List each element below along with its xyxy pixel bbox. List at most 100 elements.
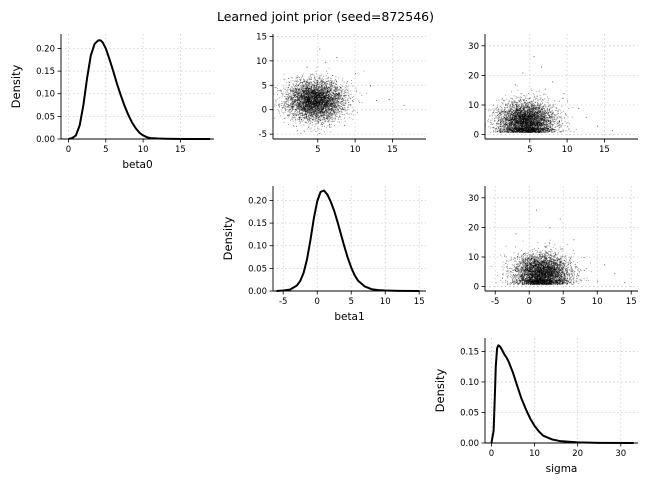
scatter-point bbox=[298, 77, 300, 79]
scatter-point bbox=[335, 88, 337, 90]
scatter-point bbox=[314, 98, 316, 100]
scatter-point bbox=[312, 102, 314, 104]
scatter-point bbox=[304, 85, 305, 86]
scatter-point bbox=[296, 100, 298, 102]
scatter-point bbox=[319, 104, 321, 106]
scatter-point bbox=[314, 97, 316, 99]
scatter-point bbox=[310, 89, 312, 91]
scatter-point bbox=[341, 101, 343, 102]
scatter-point bbox=[321, 84, 322, 86]
scatter-point bbox=[298, 102, 300, 104]
scatter-point bbox=[299, 113, 301, 115]
scatter-point bbox=[319, 91, 321, 93]
scatter-point bbox=[315, 94, 317, 96]
scatter-point bbox=[306, 82, 308, 83]
scatter-point bbox=[339, 102, 341, 104]
scatter-point bbox=[317, 112, 319, 114]
scatter-point bbox=[315, 107, 317, 109]
scatter-point bbox=[311, 91, 313, 93]
scatter-point bbox=[327, 116, 329, 118]
scatter-point bbox=[284, 106, 286, 108]
scatter-point bbox=[315, 79, 317, 81]
scatter-point bbox=[301, 97, 303, 98]
scatter-point bbox=[322, 92, 324, 94]
scatter-point bbox=[307, 97, 309, 99]
scatter-point bbox=[316, 106, 318, 107]
scatter-point bbox=[340, 94, 342, 96]
scatter-point bbox=[302, 82, 303, 84]
scatter-point bbox=[306, 80, 308, 82]
scatter-point bbox=[297, 84, 299, 86]
scatter-point bbox=[325, 105, 326, 107]
scatter-point bbox=[306, 66, 308, 68]
scatter-point bbox=[302, 112, 303, 114]
scatter-point bbox=[305, 88, 307, 90]
scatter-point bbox=[304, 106, 306, 108]
scatter-point bbox=[315, 106, 316, 108]
scatter-point bbox=[314, 95, 316, 96]
scatter-point bbox=[332, 103, 334, 105]
scatter-point bbox=[300, 79, 302, 81]
scatter-point bbox=[306, 107, 308, 109]
scatter-point bbox=[312, 90, 314, 92]
scatter-point bbox=[320, 84, 322, 86]
scatter-point bbox=[294, 95, 296, 97]
scatter-point bbox=[304, 100, 306, 101]
scatter-point bbox=[314, 102, 316, 104]
scatter-point bbox=[305, 89, 307, 91]
scatter-point bbox=[293, 91, 295, 93]
scatter-point bbox=[306, 95, 307, 97]
scatter-point bbox=[328, 95, 330, 97]
scatter-point bbox=[307, 86, 309, 88]
scatter-point bbox=[306, 108, 307, 110]
scatter-point bbox=[328, 104, 330, 106]
scatter-point bbox=[291, 103, 293, 105]
scatter-point bbox=[337, 96, 339, 98]
scatter-point bbox=[335, 76, 337, 78]
scatter-point bbox=[310, 92, 312, 94]
scatter-point bbox=[315, 103, 316, 105]
scatter-point bbox=[324, 87, 326, 89]
scatter-point bbox=[306, 93, 308, 95]
scatter-point bbox=[338, 92, 340, 93]
scatter-point bbox=[317, 115, 319, 116]
scatter-point bbox=[330, 112, 332, 114]
scatter-point bbox=[318, 133, 320, 134]
scatter-point bbox=[329, 116, 331, 118]
scatter-point bbox=[337, 96, 338, 98]
scatter-point bbox=[309, 115, 311, 117]
scatter-point bbox=[287, 115, 289, 117]
scatter-point bbox=[300, 106, 302, 108]
scatter-point bbox=[322, 121, 324, 123]
scatter-point bbox=[337, 103, 339, 105]
scatter-point bbox=[321, 102, 322, 104]
scatter-point bbox=[316, 92, 318, 94]
scatter-point bbox=[315, 105, 317, 107]
scatter-point bbox=[321, 80, 323, 82]
scatter-point bbox=[320, 89, 322, 90]
scatter-point bbox=[333, 110, 335, 112]
scatter-point bbox=[318, 100, 320, 101]
scatter-point bbox=[305, 111, 307, 113]
scatter-point bbox=[318, 98, 320, 100]
scatter-point bbox=[310, 122, 311, 124]
scatter-point bbox=[336, 115, 338, 117]
scatter-point bbox=[323, 91, 325, 93]
scatter-point bbox=[316, 76, 318, 78]
scatter-point bbox=[311, 107, 313, 109]
scatter-point bbox=[318, 95, 320, 96]
scatter-point bbox=[325, 75, 327, 77]
scatter-point bbox=[306, 89, 308, 91]
scatter-point bbox=[308, 116, 310, 118]
scatter-point bbox=[319, 119, 321, 121]
scatter-point bbox=[329, 104, 331, 106]
scatter-point bbox=[310, 105, 311, 107]
scatter-point bbox=[321, 95, 323, 96]
scatter-point bbox=[299, 88, 301, 90]
scatter-point bbox=[321, 82, 323, 84]
scatter-point bbox=[316, 99, 318, 100]
scatter-point bbox=[296, 96, 298, 98]
scatter-point bbox=[324, 113, 325, 115]
scatter-point bbox=[312, 98, 314, 100]
scatter-point bbox=[327, 91, 329, 92]
